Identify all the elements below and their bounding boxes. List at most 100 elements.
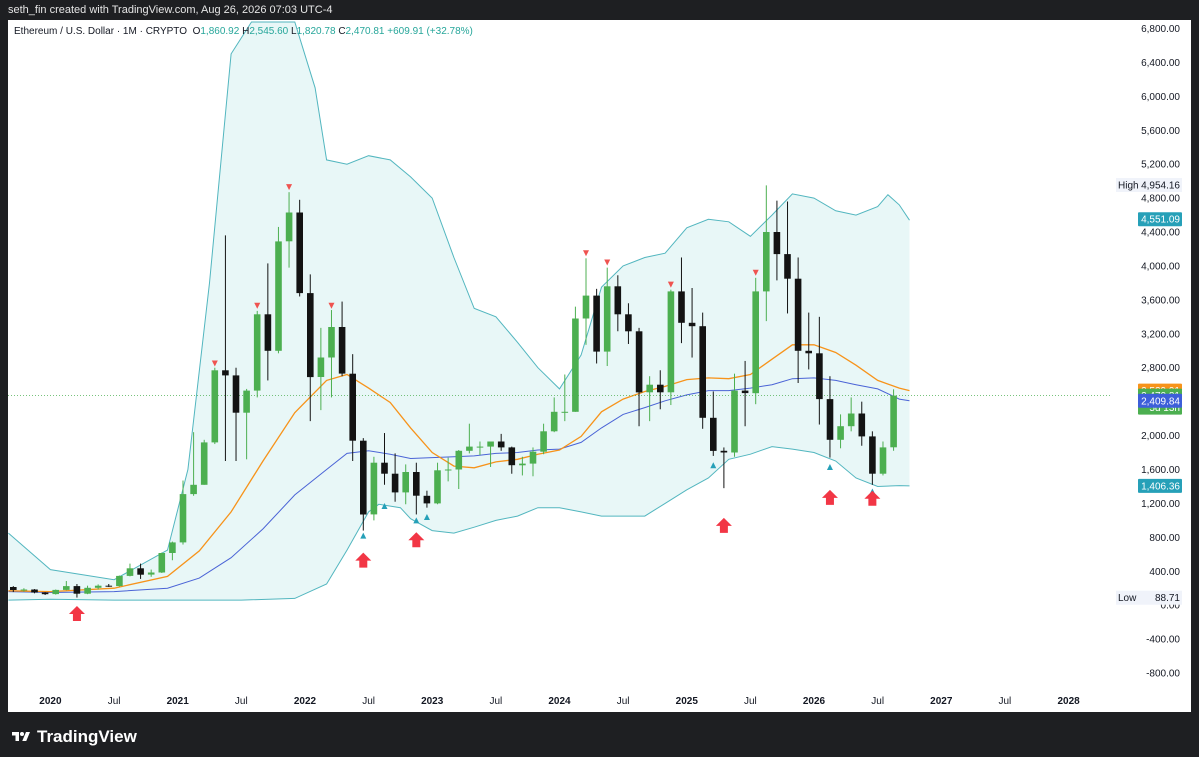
tradingview-brand[interactable]: TradingView	[37, 726, 137, 746]
price-label-value: 4,551.09	[1141, 215, 1180, 226]
candle-body	[444, 469, 452, 471]
sell-signal-marker	[286, 184, 293, 191]
candle-body	[688, 322, 696, 327]
candle-body	[858, 413, 866, 437]
candle-body	[253, 314, 261, 391]
stat-label-box	[1116, 178, 1182, 192]
y-axis-tick-label: 2,000.00	[1141, 431, 1180, 442]
up-arrow-annotation	[715, 517, 732, 533]
candle-body	[731, 390, 738, 453]
x-axis-tick-label: 2023	[421, 696, 444, 707]
ohlc-legend: Ethereum / U.S. Dollar · 1M · CRYPTO O1,…	[14, 26, 473, 37]
countdown-label: 5d 13h	[1149, 403, 1180, 414]
sell-signal-marker	[667, 281, 674, 288]
candle-body	[84, 587, 91, 594]
candle-body	[890, 395, 897, 448]
candle-body	[720, 450, 728, 453]
candle-body	[794, 278, 802, 351]
y-axis-tick-label: 0.00	[1161, 601, 1181, 612]
candle-body	[572, 318, 579, 412]
candle-body	[63, 586, 70, 590]
x-axis-tick-label: 2028	[1057, 696, 1080, 707]
bollinger-band-fill	[8, 22, 910, 601]
candle-body	[73, 586, 81, 594]
candle-body	[646, 384, 653, 393]
tradingview-logo-icon[interactable]	[10, 730, 32, 744]
candle-body	[264, 314, 272, 351]
sell-signal-marker	[254, 302, 261, 309]
y-axis-tick-label: 800.00	[1149, 533, 1180, 544]
chart-caption: seth_fin created with TradingView.com, A…	[8, 4, 333, 16]
candle-body	[360, 440, 367, 515]
y-axis-tick-label: 400.00	[1149, 567, 1180, 578]
candle-body	[741, 390, 749, 394]
footer: TradingView	[0, 716, 1199, 757]
x-axis-tick-label: Jul	[235, 696, 248, 707]
candle-body	[519, 463, 526, 466]
candle-body	[307, 293, 314, 378]
y-axis-tick-label: 1,200.00	[1141, 499, 1180, 510]
moving-average-line	[8, 377, 910, 594]
candle-body	[391, 473, 399, 493]
x-axis-tick-label: 2026	[803, 696, 826, 707]
candle-body	[837, 426, 844, 440]
buy-signal-marker	[826, 463, 833, 470]
x-axis-tick-label: 2020	[39, 696, 62, 707]
change-value: +609.91 (+32.78%)	[387, 26, 473, 37]
candle-body	[94, 585, 102, 588]
high-label: H	[242, 26, 250, 37]
sell-signal-marker	[604, 259, 611, 266]
candle-body	[338, 327, 346, 374]
stat-label-box	[1116, 590, 1182, 605]
candle-body	[784, 254, 791, 279]
candle-body	[200, 442, 208, 485]
up-arrow-annotation	[68, 606, 85, 622]
x-axis-tick-label: 2027	[930, 696, 953, 707]
candle-body	[275, 241, 282, 351]
candle-body	[296, 212, 303, 294]
candle-body	[773, 232, 781, 255]
y-axis-tick-label: 6,400.00	[1141, 58, 1180, 69]
candle-body	[657, 384, 664, 393]
buy-signal-marker	[360, 532, 367, 539]
y-axis-tick-label: -400.00	[1146, 635, 1180, 646]
chart-panel[interactable]: 6,800.00 6,400.00 6,000.00 5,600.00 5,200.00…	[8, 20, 1191, 712]
bollinger-lower-line	[8, 446, 910, 601]
x-axis-tick-label: 2021	[167, 696, 190, 707]
price-chart[interactable]: 6,800.00 6,400.00 6,000.00 5,600.00 5,200.00…	[8, 20, 1191, 712]
candle-body	[381, 462, 388, 474]
x-axis-tick-label: 2024	[548, 696, 571, 707]
candle-body	[678, 291, 685, 323]
bollinger-basis-line	[8, 344, 910, 593]
candle-body	[116, 575, 123, 587]
y-axis-tick-label: 5,600.00	[1141, 126, 1180, 137]
candle-body	[232, 375, 240, 413]
candle-body	[763, 232, 770, 292]
sell-signal-marker	[752, 269, 759, 276]
candle-body	[434, 470, 441, 504]
candle-body	[455, 450, 463, 470]
buy-signal-marker	[413, 517, 420, 524]
close-label: C	[338, 26, 346, 37]
y-axis-tick-label: 4,400.00	[1141, 228, 1180, 239]
candle-body	[593, 295, 600, 352]
candle-body	[540, 431, 547, 452]
candle-body	[158, 553, 166, 573]
sell-signal-marker	[583, 250, 590, 257]
up-arrow-annotation	[821, 489, 838, 505]
up-arrow-annotation	[355, 552, 372, 568]
x-axis-tick-label: Jul	[999, 696, 1012, 707]
candle-body	[582, 295, 590, 319]
candle-body	[752, 291, 759, 394]
candle-body	[402, 472, 409, 493]
candle-body	[31, 589, 38, 593]
candle-body	[816, 353, 823, 400]
low-label: L	[291, 26, 297, 37]
candle-body	[550, 411, 558, 432]
y-axis-tick-label: 4,000.00	[1141, 261, 1180, 272]
low-value: 1,820.78	[296, 26, 336, 37]
candle-body	[349, 373, 356, 441]
candle-body	[699, 326, 706, 418]
open-label: O	[192, 26, 201, 37]
close-value: 2,470.81	[345, 26, 385, 37]
